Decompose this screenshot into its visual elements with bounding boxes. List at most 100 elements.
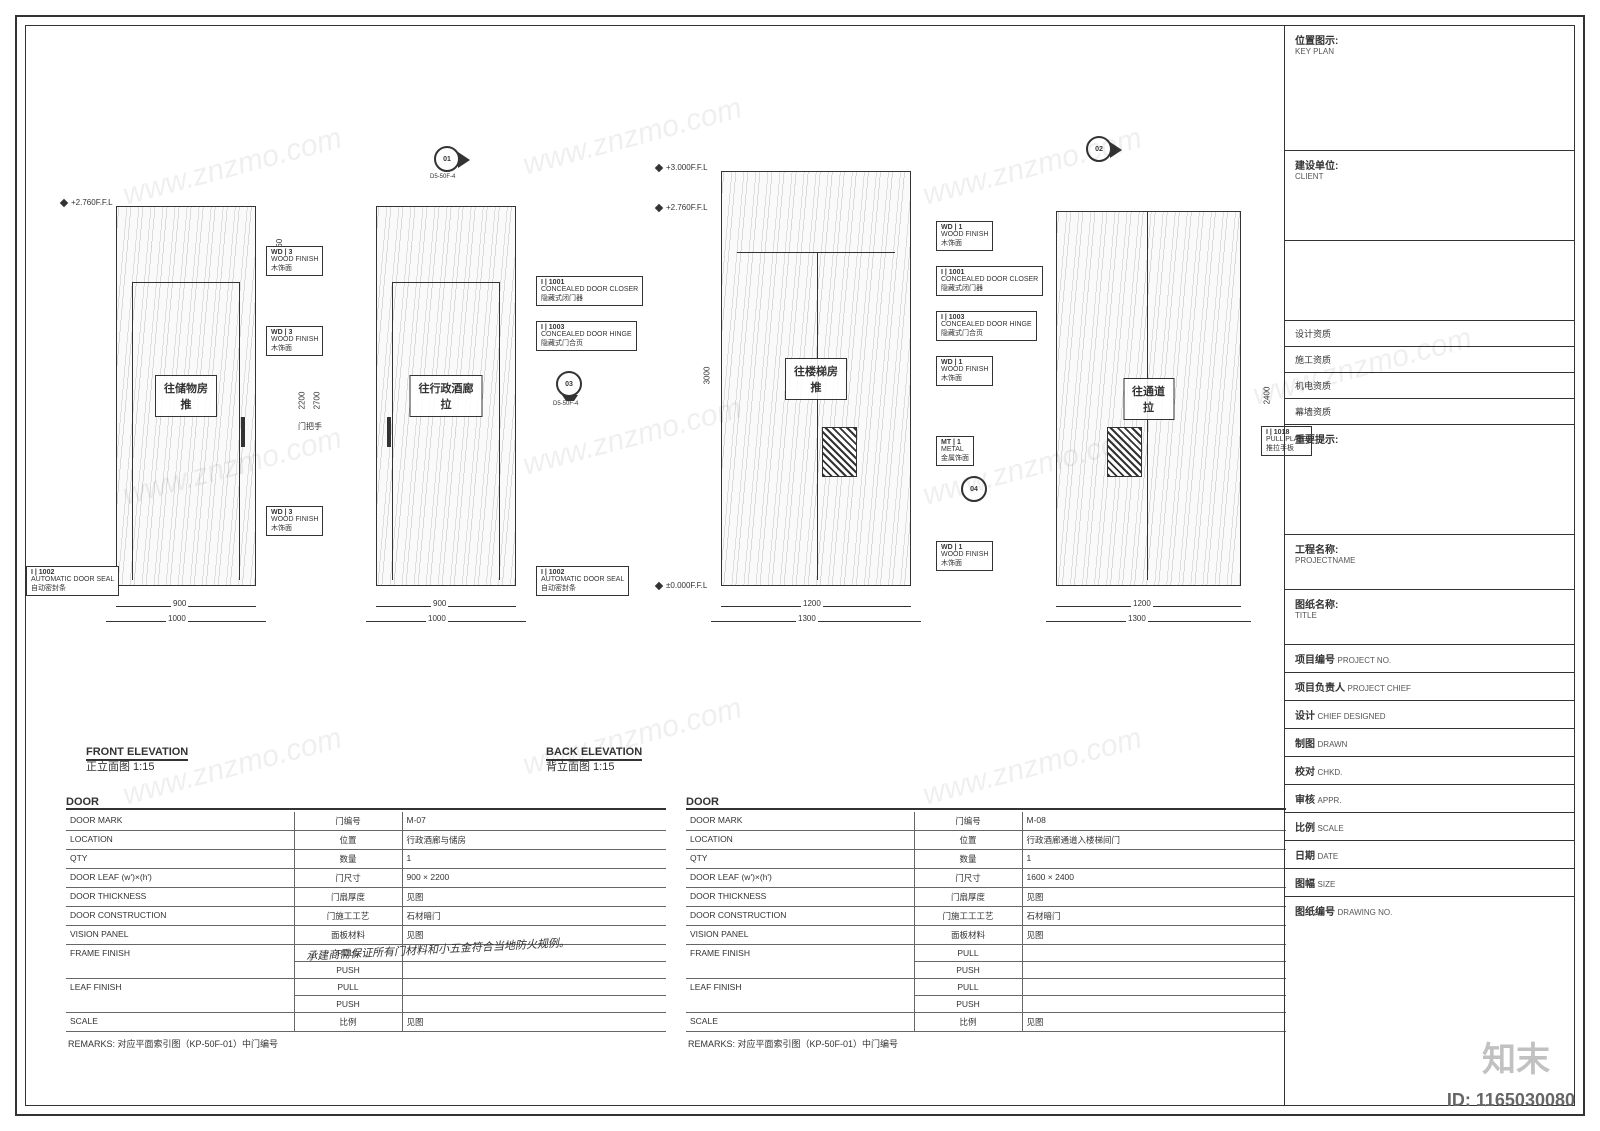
view-title-front: FRONT ELEVATION正立面图 1:15 [86, 746, 188, 774]
handle-label: 门把手 [296, 421, 324, 432]
callout-mt1: MT | 1METAL金属饰面 [936, 436, 974, 466]
handle-icon [241, 417, 245, 447]
door-spec-table: DOOR MARK门编号M-07LOCATION位置行政酒廊与储房QTY数量1D… [66, 812, 666, 945]
date-cell: 日期 DATE [1285, 841, 1574, 869]
chief-cell: 项目负责人 PROJECT CHIEF [1285, 673, 1574, 701]
size-cell: 图幅 SIZE [1285, 869, 1574, 897]
callout-wd3: WD | 3WOOD FINISH木饰面 [266, 326, 323, 356]
callout-i001: I | 1001CONCEALED DOOR CLOSER隐藏式闭门器 [936, 266, 1043, 296]
dim-h: 2400 [1262, 385, 1271, 407]
table-row: DOOR MARK门编号M-08 [686, 812, 1286, 831]
table-row: DOOR CONSTRUCTION门施工工艺石材暗门 [66, 907, 666, 926]
leaf-r [499, 282, 500, 580]
door-label: 往楼梯房推 [785, 358, 847, 400]
push-plate [822, 427, 857, 477]
id-overlay: ID: 1165030080 [1447, 1090, 1575, 1111]
pull-plate [1107, 427, 1142, 477]
ffl-top: +2.760F.F.L [61, 198, 113, 207]
designed-cell: 设计 CHIEF DESIGNED [1285, 701, 1574, 729]
qual-design: 设计资质 [1285, 321, 1574, 347]
table-row: DOOR LEAF (w')×(h')门尺寸1600 × 2400 [686, 869, 1286, 888]
dim-oh: 2700 [312, 390, 321, 412]
table-row: QTY数量1 [686, 850, 1286, 869]
table-row: DOOR THICKNESS门扇厚度见图 [686, 888, 1286, 907]
dim-w: 1200 [801, 599, 823, 608]
leaf-top [392, 282, 500, 283]
dim-h: 2200 [297, 390, 306, 412]
leaf-split [817, 252, 818, 580]
detail-ref: D5-50F-4 [551, 401, 580, 407]
callout-i002: I | 1002AUTOMATIC DOOR SEAL自动密封条 [536, 566, 629, 596]
ffl-mid: +2.760F.F.L [656, 203, 708, 212]
door-label: 往通道拉 [1123, 378, 1174, 420]
table-row: LOCATION位置行政酒廊通道入楼梯间门 [686, 831, 1286, 850]
sheet-border: +2.760F.F.L ±0.000F.F.L 往储物房推 往行政酒廊拉 900… [15, 15, 1585, 1116]
callout-wd1: WD | 1WOOD FINISH木饰面 [936, 541, 993, 571]
leaf-top [132, 282, 240, 283]
door-table-m07: DOOR DOOR MARK门编号M-07LOCATION位置行政酒廊与储房QT… [66, 796, 666, 1055]
leaf-l [392, 282, 393, 580]
leaf-r [239, 282, 240, 580]
view-title-back: BACK ELEVATION背立面图 1:15 [546, 746, 642, 774]
handle-icon [387, 417, 391, 447]
title-block: 位置图示:KEY PLAN 建设单位:CLIENT 设计资质 施工资质 机电资质… [1284, 26, 1574, 1105]
dwgno-cell: 图纸编号 DRAWING NO. [1285, 897, 1574, 924]
door-label: 往储物房推 [155, 375, 217, 417]
dim-w: 900 [431, 599, 448, 608]
dim-fw: 1300 [796, 614, 818, 623]
door-table-m08: DOOR DOOR MARK门编号M-08LOCATION位置行政酒廊通道入楼梯… [686, 796, 1286, 1055]
table-row: QTY数量1 [66, 850, 666, 869]
table-row: DOOR LEAF (w')×(h')门尺寸900 × 2200 [66, 869, 666, 888]
project-cell: 工程名称:PROJECTNAME [1285, 535, 1574, 590]
door-m08-back: 往通道拉 [1056, 211, 1241, 586]
dim-fw: 1300 [1126, 614, 1148, 623]
callout-wd1: WD | 1WOOD FINISH木饰面 [936, 356, 993, 386]
callout-i001: I | 1001CONCEALED DOOR CLOSER隐藏式闭门器 [536, 276, 643, 306]
remarks: REMARKS: 对应平面索引图（KP-50F-01）中门编号 [66, 1032, 666, 1055]
logo-overlay: 知末 [1482, 1032, 1550, 1081]
dim-fw: 1000 [426, 614, 448, 623]
callout-i003: I | 1003CONCEALED DOOR HINGE隐藏式门合页 [936, 311, 1037, 341]
section-mark-02: 02 [1086, 136, 1112, 162]
notice-cell: 重要提示: [1285, 425, 1574, 535]
qual-curtain: 幕墙资质 [1285, 399, 1574, 425]
door-m07-back: 往行政酒廊拉 [376, 206, 516, 586]
door-label: 往行政酒廊拉 [410, 375, 483, 417]
door-m07-front: 往储物房推 [116, 206, 256, 586]
table-row: VISION PANEL面板材料见图 [686, 926, 1286, 945]
elevation-m08: +3.000F.F.L +2.760F.F.L ±0.000F.F.L 往楼梯房… [666, 171, 1266, 636]
dim-w: 1200 [1131, 599, 1153, 608]
client-cell: 建设单位:CLIENT [1285, 151, 1574, 241]
remarks: REMARKS: 对应平面索引图（KP-50F-01）中门编号 [686, 1032, 1286, 1055]
table-row: LOCATION位置行政酒廊与储房 [66, 831, 666, 850]
scale-cell: 比例 SCALE [1285, 813, 1574, 841]
dim-fw: 1000 [166, 614, 188, 623]
door-m08-front: 往楼梯房推 [721, 171, 911, 586]
leaf-l [132, 282, 133, 580]
dim-w: 900 [171, 599, 188, 608]
blank-cell [1285, 241, 1574, 321]
callout-wd1: WD | 1WOOD FINISH木饰面 [936, 221, 993, 251]
callout-i003: I | 1003CONCEALED DOOR HINGE隐藏式门合页 [536, 321, 637, 351]
keyplan-cell: 位置图示:KEY PLAN [1285, 26, 1574, 151]
detail-mark-04: 04 [961, 476, 987, 502]
callout-i002: I | 1002AUTOMATIC DOOR SEAL自动密封条 [26, 566, 119, 596]
inner-border: +2.760F.F.L ±0.000F.F.L 往储物房推 往行政酒廊拉 900… [25, 25, 1575, 1106]
elevation-m07: +2.760F.F.L ±0.000F.F.L 往储物房推 往行政酒廊拉 900… [66, 206, 636, 636]
dim-line [1046, 621, 1251, 622]
section-ref: D5-50F-4 [428, 174, 457, 180]
drawing-area: +2.760F.F.L ±0.000F.F.L 往储物房推 往行政酒廊拉 900… [26, 26, 1284, 1105]
dim-oh: 3000 [702, 365, 711, 387]
drawn-cell: 制图 DRAWN [1285, 729, 1574, 757]
ffl-top: +3.000F.F.L [656, 163, 708, 172]
table-row: DOOR MARK门编号M-07 [66, 812, 666, 831]
appr-cell: 审核 APPR. [1285, 785, 1574, 813]
qual-const: 施工资质 [1285, 347, 1574, 373]
ffl-bot: ±0.000F.F.L [656, 581, 707, 590]
callout-wd3: WD | 3WOOD FINISH木饰面 [266, 246, 323, 276]
projno-cell: 项目编号 PROJECT NO. [1285, 645, 1574, 673]
detail-mark-03: 03 [556, 371, 582, 397]
qual-mep: 机电资质 [1285, 373, 1574, 399]
table-row: DOOR THICKNESS门扇厚度见图 [66, 888, 666, 907]
table-row: VISION PANEL面板材料见图 [66, 926, 666, 945]
